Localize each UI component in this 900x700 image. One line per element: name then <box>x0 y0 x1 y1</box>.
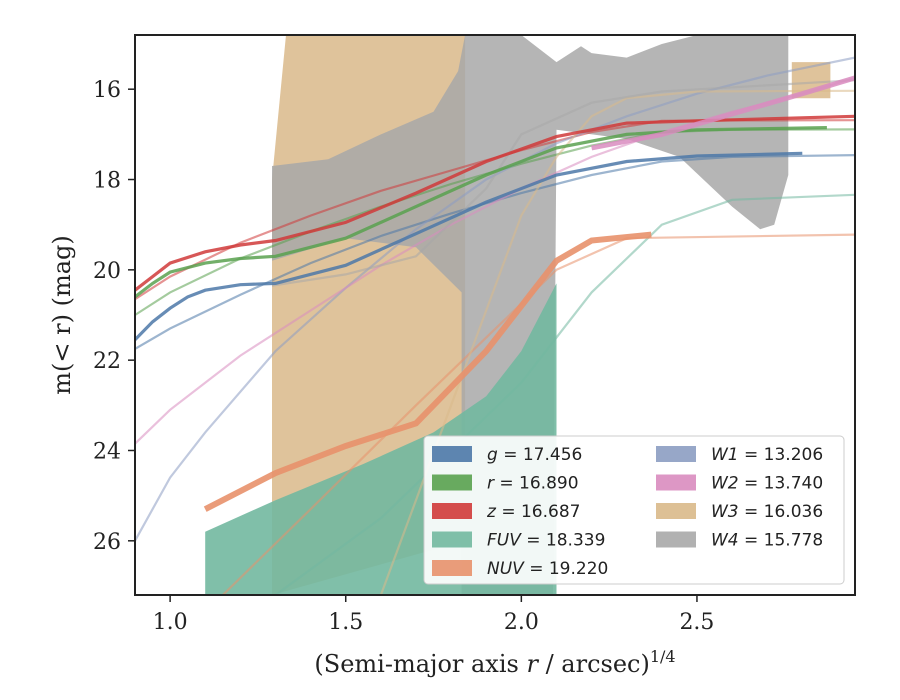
w4-uncertainty-band <box>272 35 789 595</box>
series-lines <box>135 56 855 595</box>
g-model-line <box>135 154 855 350</box>
legend-label-w2: W2 = 13.740 <box>711 474 823 494</box>
x-axis-label-rest: / arcsec) <box>538 650 650 678</box>
x-tick-label: 1.0 <box>153 610 188 635</box>
z-data-line <box>135 114 855 292</box>
x-tick-label: 2.0 <box>504 610 539 635</box>
legend-label-g: g = 17.456 <box>487 445 582 465</box>
r-data-line <box>135 126 827 299</box>
y-tick-label: 18 <box>93 169 121 194</box>
legend-swatch-z <box>432 503 472 519</box>
legend-swatch-nuv <box>432 560 472 576</box>
legend-label-fuv: FUV = 18.339 <box>487 531 605 551</box>
y-tick-label: 24 <box>93 439 121 464</box>
legend-label-w4: W4 = 15.778 <box>711 531 823 551</box>
x-tick-label: 2.5 <box>679 610 714 635</box>
x-axis-label: (Semi-major axis r / arcsec)1/4 <box>314 647 675 678</box>
legend-swatch-w3 <box>656 503 696 519</box>
legend: g = 17.456 r = 16.890 z = 16.687 FUV = 18.3… <box>423 435 845 585</box>
legend-label-r: r = 16.890 <box>487 474 579 494</box>
legend-label-nuv: NUV = 19.220 <box>487 559 608 579</box>
g-data-line <box>135 151 803 341</box>
y-tick-label: 20 <box>93 259 121 284</box>
legend-swatch-g <box>432 446 472 462</box>
x-axis-label-sup: 1/4 <box>650 647 676 666</box>
y-tick-label: 16 <box>93 78 121 103</box>
legend-swatch-r <box>432 474 472 491</box>
legend-label-z: z = 16.687 <box>486 502 580 522</box>
y-tick-label: 26 <box>93 530 121 555</box>
legend-box <box>423 435 845 585</box>
legend-label-w3: W3 = 16.036 <box>711 502 823 522</box>
fuv-model-line <box>274 193 855 595</box>
x-axis-label-main: (Semi-major axis <box>314 650 526 678</box>
x-axis-label-var: r <box>526 650 539 678</box>
legend-label-w1: W1 = 13.206 <box>711 445 823 465</box>
x-tick-label: 1.5 <box>328 610 363 635</box>
y-tick-label: 22 <box>93 349 121 374</box>
nuv-data-line <box>203 231 652 512</box>
legend-swatch-w4 <box>656 531 696 548</box>
y-axis-ticks: 16 18 20 22 24 26 <box>93 78 135 555</box>
legend-swatch-fuv <box>432 531 472 548</box>
x-axis-ticks: 1.0 1.5 2.0 2.5 <box>153 595 714 635</box>
plot-frame <box>134 34 856 596</box>
w4-model-line <box>271 79 855 287</box>
y-axis-label: m(< r) (mag) <box>48 235 76 394</box>
legend-swatch-w2 <box>656 474 696 491</box>
w2-data-line <box>591 75 855 151</box>
legend-swatch-w1 <box>656 446 696 462</box>
